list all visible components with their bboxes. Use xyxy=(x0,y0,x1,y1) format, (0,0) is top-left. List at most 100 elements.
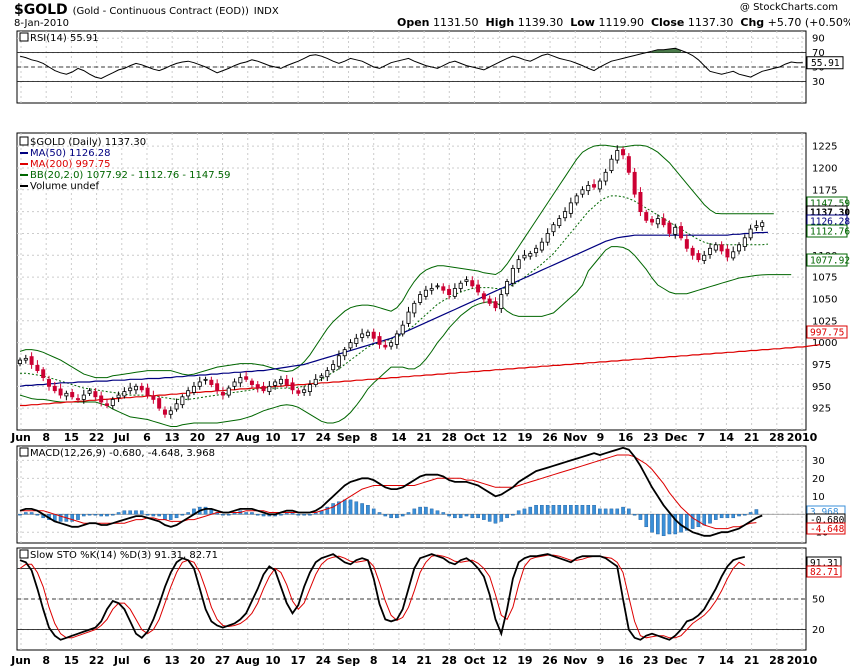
price-x-label: 27 xyxy=(215,431,230,444)
rsi-legend-swatch xyxy=(19,32,29,42)
candle-body xyxy=(545,233,550,243)
macd-histogram-bar xyxy=(23,512,28,515)
sto-x-label: Oct xyxy=(464,654,485,667)
price-legend-item: MA(200) 997.75 xyxy=(30,159,111,170)
sto-x-label: 2010 xyxy=(787,654,818,667)
sto-x-label: 20 xyxy=(190,654,206,667)
candle-body xyxy=(348,342,353,349)
price-x-label: 8 xyxy=(370,431,378,444)
candle-body xyxy=(470,280,475,287)
candle-body xyxy=(644,212,649,221)
macd-histogram-bar xyxy=(296,514,301,516)
candle-body xyxy=(203,378,208,381)
macd-histogram-bar xyxy=(105,514,109,517)
macd-histogram-bar xyxy=(627,508,631,515)
rsi-axis-tick-label: 90 xyxy=(812,34,825,45)
sto-value-tag: 82.71 xyxy=(810,567,839,578)
candle-body xyxy=(116,394,121,399)
price-x-label: 17 xyxy=(290,431,305,444)
sto-x-label: Jul xyxy=(113,654,130,667)
candle-body xyxy=(52,385,57,392)
candle-body xyxy=(284,378,289,385)
macd-histogram-bar xyxy=(603,508,608,515)
sto-x-label: 24 xyxy=(316,654,332,667)
candle-body xyxy=(377,336,382,345)
candle-body xyxy=(128,387,133,392)
candle-body xyxy=(621,149,626,156)
macd-histogram-bar xyxy=(615,508,620,515)
candle-body xyxy=(145,387,150,396)
macd-histogram-bar xyxy=(250,512,254,515)
macd-histogram-bar xyxy=(482,514,486,520)
macd-histogram-bar xyxy=(557,505,562,515)
macd-histogram-bar xyxy=(673,514,678,535)
macd-histogram-bar xyxy=(145,514,150,516)
macd-histogram-bar xyxy=(325,506,330,515)
sto-x-label: Dec xyxy=(664,654,687,667)
price-value-tag: 1126.28 xyxy=(810,217,850,228)
candle-body xyxy=(122,391,127,397)
macd-histogram-bar xyxy=(725,514,730,519)
macd-histogram-bar xyxy=(134,510,138,515)
macd-histogram-bar xyxy=(714,514,718,520)
macd-line xyxy=(19,446,763,537)
candle-body xyxy=(748,228,753,239)
sto-x-label: Jun xyxy=(10,654,31,667)
candle-body xyxy=(499,294,504,309)
candle-body xyxy=(35,364,40,372)
macd-value-tag: -4.648 xyxy=(810,524,845,535)
candle-body xyxy=(609,158,614,171)
macd-histogram-bar xyxy=(476,514,480,519)
macd-histogram-bar xyxy=(87,514,92,516)
price-legend-item: BB(20,2.0) 1077.92 - 1112.76 - 1147.59 xyxy=(30,170,231,181)
candle-body xyxy=(342,349,347,357)
macd-histogram-bar xyxy=(592,505,596,515)
price-legend-swatch xyxy=(19,136,29,146)
candle-body xyxy=(278,378,283,385)
macd-histogram-bar xyxy=(255,514,260,516)
price-x-label: Aug xyxy=(236,431,260,444)
macd-histogram-bar xyxy=(650,514,654,533)
chg-value: +5.70 (+0.50%) xyxy=(767,16,850,29)
candle-body xyxy=(412,302,417,314)
candle-body xyxy=(713,244,718,251)
price-x-label: Jul xyxy=(113,431,130,444)
candle-body xyxy=(737,244,742,252)
copyright[interactable]: @ StockCharts.com xyxy=(739,2,838,13)
price-axis-tick-label: 975 xyxy=(812,360,831,371)
sto-x-label: Aug xyxy=(236,654,260,667)
candle-body xyxy=(273,381,278,386)
macd-histogram-bar xyxy=(302,514,306,516)
candle-body xyxy=(261,385,266,392)
candle-body xyxy=(75,398,80,400)
sto-axis-tick-label: 50 xyxy=(812,595,825,606)
candle-body xyxy=(93,391,98,398)
candle-body xyxy=(191,385,196,393)
macd-histogram-bar xyxy=(331,503,335,515)
candle-body xyxy=(493,301,498,309)
candle-body xyxy=(64,392,69,397)
price-panel-frame xyxy=(16,132,807,431)
sto-x-label: 8 xyxy=(42,654,50,667)
price-x-label: 21 xyxy=(744,431,759,444)
macd-histogram-bar xyxy=(308,514,312,516)
macd-histogram-bar xyxy=(447,514,451,517)
candle-body xyxy=(435,285,440,288)
candle-body xyxy=(754,225,759,228)
sto-x-label: 28 xyxy=(442,654,457,667)
candle-body xyxy=(603,171,608,182)
candle-body xyxy=(551,224,556,233)
candle-body xyxy=(760,222,765,227)
price-x-label: 10 xyxy=(265,431,281,444)
candle-body xyxy=(638,191,643,213)
candle-body xyxy=(568,202,573,214)
candle-body xyxy=(302,389,307,393)
sto-x-label: 27 xyxy=(215,654,230,667)
candle-body xyxy=(696,253,701,261)
candle-body xyxy=(626,156,631,173)
candle-body xyxy=(510,267,515,284)
macd-histogram-bar xyxy=(748,512,753,515)
chart-header: $GOLD (Gold - Continuous Contract (EOD))… xyxy=(0,0,850,40)
candle-body xyxy=(215,383,220,392)
sto-x-label: 21 xyxy=(744,654,759,667)
